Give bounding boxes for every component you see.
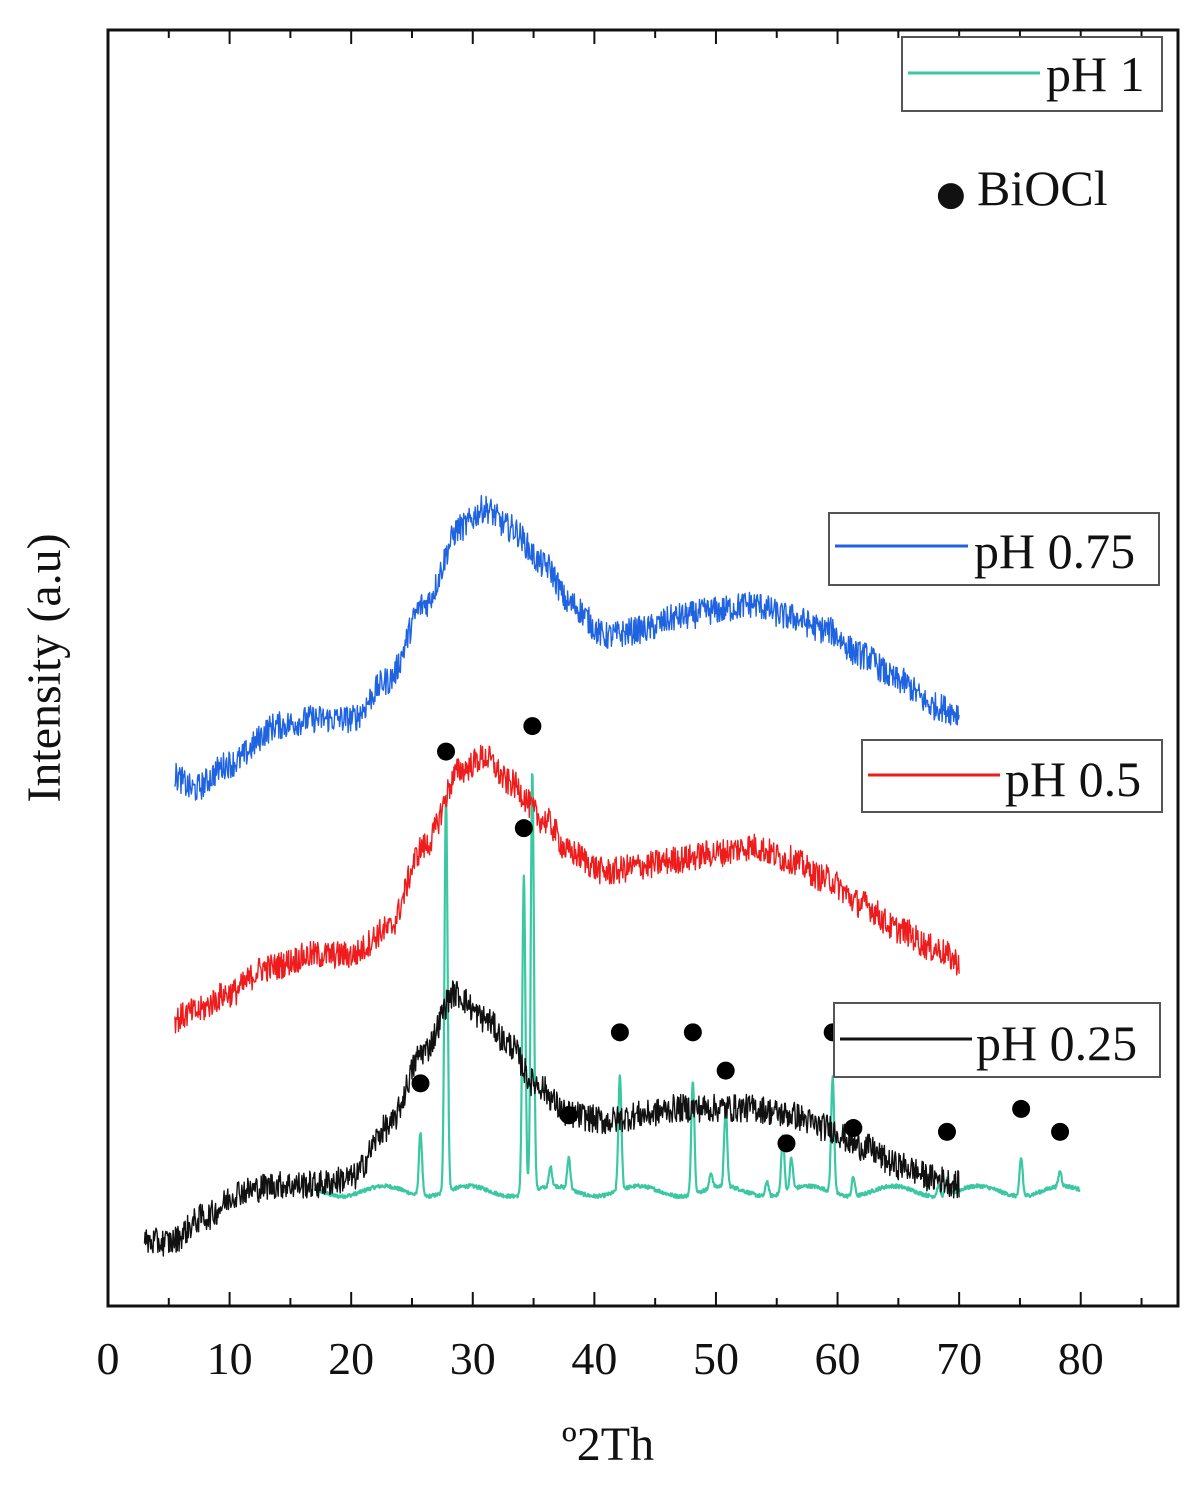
legend-ph-075: pH 0.75	[828, 512, 1160, 586]
biocl-marker	[844, 1119, 863, 1138]
series-layer	[143, 495, 1081, 1257]
biocl-marker	[610, 1023, 629, 1042]
legend-box	[828, 512, 1160, 586]
x-tick-label: 40	[571, 1333, 617, 1384]
legend-label: pH 1	[1046, 46, 1145, 102]
series-line-ph-1	[313, 773, 1081, 1200]
x-tick-label: 20	[328, 1333, 374, 1384]
legend-label: pH 0.75	[974, 523, 1135, 579]
legend-ph-05: pH 0.5	[861, 739, 1163, 813]
series-line-ph-0-25	[143, 980, 960, 1257]
biocl-marker	[523, 717, 542, 736]
x-tick-label: 80	[1058, 1333, 1104, 1384]
x-tick-label: 50	[693, 1333, 739, 1384]
biocl-marker	[937, 1122, 956, 1141]
marker-legend: ● BiOCl	[936, 160, 1108, 216]
biocl-marker	[559, 1106, 578, 1125]
marker-layer	[411, 717, 1070, 1153]
y-axis-title: Intensity (a.u)	[18, 533, 71, 802]
legend-ph-025: pH 0.25	[833, 1002, 1161, 1078]
legend-label: pH 0.25	[976, 1015, 1137, 1071]
biocl-marker	[716, 1061, 735, 1080]
x-tick-label: 0	[97, 1333, 120, 1384]
biocl-marker	[683, 1023, 702, 1042]
biocl-marker	[1012, 1099, 1031, 1118]
plot-frame	[106, 28, 1180, 1308]
biocl-marker	[411, 1074, 430, 1093]
biocl-marker	[1051, 1122, 1070, 1141]
legend-label: pH 0.5	[1005, 751, 1141, 807]
x-tick-label: 60	[815, 1333, 861, 1384]
x-tick-label: 30	[450, 1333, 496, 1384]
x-axis: 0 10 20 30 40 50 60 70 80	[97, 30, 1143, 1384]
x-axis-title: º2Th	[562, 1418, 654, 1471]
x-tick-label: 70	[936, 1333, 982, 1384]
biocl-marker	[777, 1134, 796, 1153]
x-tick-label: 10	[207, 1333, 253, 1384]
series-line-ph-0-5	[174, 744, 960, 1034]
marker-legend-label: BiOCl	[977, 160, 1108, 216]
biocl-marker	[437, 742, 456, 761]
series-line-ph-0-75	[174, 495, 960, 801]
marker-legend-symbol: ●	[936, 174, 966, 214]
legend-ph-1: pH 1	[901, 36, 1163, 112]
biocl-marker	[514, 819, 533, 838]
